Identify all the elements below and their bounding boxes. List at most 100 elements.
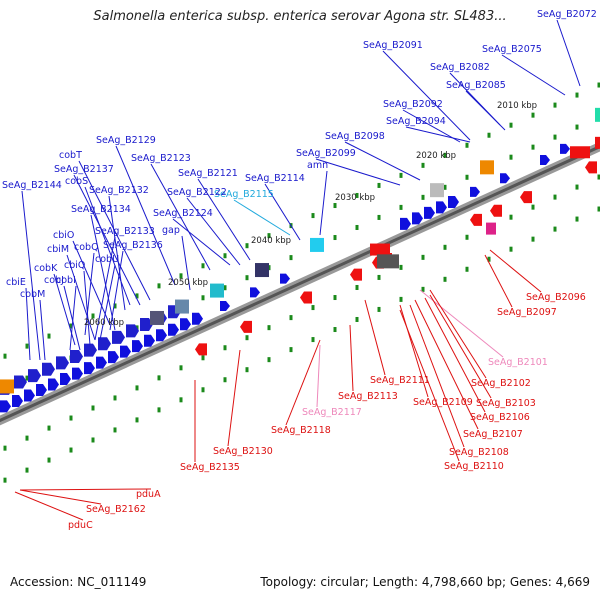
- tick-mark: [553, 194, 557, 200]
- scale-label: 2060 kbp: [84, 318, 124, 328]
- tick-mark: [135, 293, 139, 299]
- forward-gene: [140, 318, 153, 332]
- tick-mark: [245, 367, 249, 373]
- forward-gene-label[interactable]: amn: [307, 160, 328, 171]
- reverse-gene-label[interactable]: SeAg_B2106: [470, 412, 530, 423]
- forward-gene-label[interactable]: gap: [162, 225, 180, 236]
- tick-mark: [267, 357, 271, 363]
- forward-gene-label[interactable]: SeAg_B2099: [296, 148, 356, 159]
- leader-line: [315, 158, 401, 186]
- forward-gene-label[interactable]: cobT: [59, 150, 82, 161]
- tick-mark: [245, 243, 249, 249]
- tick-mark: [575, 92, 579, 98]
- forward-gene-label[interactable]: SeAg_B2136: [103, 240, 163, 251]
- reverse-gene-label[interactable]: SeAg_B2118: [271, 425, 331, 436]
- tick-mark: [355, 316, 359, 322]
- forward-gene-label[interactable]: cbiE: [6, 277, 26, 288]
- reverse-gene-label[interactable]: SeAg_B2111: [370, 375, 430, 386]
- reverse-gene-label[interactable]: SeAg_B2096: [526, 292, 586, 303]
- forward-gene-label[interactable]: SeAg_B2082: [430, 62, 490, 73]
- forward-gene-label[interactable]: cbiQ: [64, 260, 85, 271]
- reverse-gene-label[interactable]: pduC: [68, 520, 93, 531]
- forward-gene: [180, 318, 191, 331]
- reverse-gene-label[interactable]: SeAg_B2130: [213, 446, 273, 457]
- tick-mark: [157, 283, 161, 289]
- forward-gene-label[interactable]: SeAg_B2072: [537, 9, 597, 20]
- forward-gene-label[interactable]: SeAg_B2075: [482, 44, 542, 55]
- reverse-gene-label[interactable]: SeAg_B2109: [413, 397, 473, 408]
- forward-gene-label[interactable]: SeAg_B2115: [214, 189, 274, 200]
- forward-gene-label[interactable]: SeAg_B2123: [131, 153, 191, 164]
- forward-gene-label[interactable]: SeAg_B2121: [178, 168, 238, 179]
- leader-line: [501, 54, 566, 96]
- leader-line: [429, 294, 492, 399]
- reverse-gene-label[interactable]: SeAg_B2101: [488, 357, 548, 368]
- forward-gene-label[interactable]: cobQ: [74, 242, 99, 253]
- forward-gene: [250, 287, 260, 298]
- leader-line: [233, 199, 291, 236]
- tick-mark: [377, 182, 381, 188]
- leader-line: [424, 297, 486, 413]
- forward-gene-label[interactable]: SeAg_B2092: [383, 99, 443, 110]
- forward-gene-label[interactable]: SeAg_B2098: [325, 131, 385, 142]
- leader-line: [39, 299, 46, 361]
- reverse-gene-label[interactable]: SeAg_B2110: [444, 461, 504, 472]
- leader-line: [84, 252, 95, 336]
- forward-gene-label[interactable]: SeAg_B2124: [153, 208, 213, 219]
- reverse-gene-label[interactable]: SeAg_B2117: [302, 407, 362, 418]
- reverse-gene-label[interactable]: SeAg_B2108: [449, 447, 509, 458]
- reverse-gene-label[interactable]: SeAg_B2107: [463, 429, 523, 440]
- forward-gene: [500, 173, 510, 184]
- forward-gene-label[interactable]: SeAg_B2114: [245, 173, 305, 184]
- tick-mark: [289, 255, 293, 261]
- tick-mark: [443, 152, 447, 158]
- reverse-gene-label[interactable]: SeAg_B2135: [180, 462, 240, 473]
- leader-line: [25, 287, 31, 361]
- forward-gene-label[interactable]: cobJ: [44, 275, 64, 286]
- forward-gene: [412, 212, 423, 225]
- reverse-gene-label[interactable]: SeAg_B2113: [338, 391, 398, 402]
- forward-gene-label[interactable]: cbiO: [53, 230, 74, 241]
- leader-line: [90, 214, 116, 331]
- forward-gene-block: [0, 379, 14, 394]
- reverse-gene-label[interactable]: pduA: [136, 489, 161, 500]
- tick-mark: [113, 303, 117, 309]
- forward-gene-label[interactable]: cobI: [56, 275, 76, 286]
- reverse-gene-block: [595, 136, 600, 149]
- forward-gene: [48, 378, 59, 391]
- leader-line: [344, 141, 421, 181]
- forward-gene-label[interactable]: SeAg_B2137: [54, 164, 114, 175]
- forward-gene-label[interactable]: SeAg_B2094: [386, 116, 446, 127]
- scale-label: 2030 kbp: [335, 193, 375, 203]
- tick-mark: [465, 142, 469, 148]
- forward-gene-block: [480, 160, 494, 175]
- forward-gene: [84, 362, 95, 375]
- forward-gene-label[interactable]: SeAg_B2091: [363, 40, 423, 51]
- forward-gene-label[interactable]: cobU: [95, 254, 119, 265]
- gene-labels: 2010 kbp 2020 kbp 2030 kbp 2040 kbp 2050 kbp…: [2, 9, 597, 531]
- reverse-gene-label[interactable]: SeAg_B2097: [497, 307, 557, 318]
- forward-gene-label[interactable]: cobM: [20, 289, 45, 300]
- forward-gene-label[interactable]: SeAg_B2133: [95, 226, 155, 237]
- forward-gene-label[interactable]: SeAg_B2132: [89, 185, 149, 196]
- forward-gene-label[interactable]: cobS: [65, 176, 88, 187]
- forward-gene-label[interactable]: cbiM: [47, 244, 69, 255]
- forward-gene-label[interactable]: SeAg_B2085: [446, 80, 506, 91]
- forward-gene-label[interactable]: SeAg_B2144: [2, 180, 62, 191]
- tick-mark: [267, 233, 271, 239]
- reverse-gene-block: [570, 146, 590, 159]
- forward-gene-label[interactable]: cobK: [34, 263, 58, 274]
- reverse-gene-block: [377, 254, 399, 269]
- reverse-gene-label[interactable]: SeAg_B2102: [471, 378, 531, 389]
- forward-gene-block: [255, 263, 269, 278]
- tick-mark: [487, 132, 491, 138]
- forward-gene-label[interactable]: SeAg_B2129: [96, 135, 156, 146]
- reverse-gene-block: [370, 243, 390, 256]
- forward-gene: [400, 217, 411, 230]
- forward-gene: [132, 340, 143, 353]
- reverse-gene-label[interactable]: SeAg_B2162: [86, 504, 146, 515]
- reverse-gene-label[interactable]: SeAg_B2103: [476, 398, 536, 409]
- forward-gene-label[interactable]: SeAg_B2122: [167, 187, 227, 198]
- forward-gene-label[interactable]: SeAg_B2134: [71, 204, 131, 215]
